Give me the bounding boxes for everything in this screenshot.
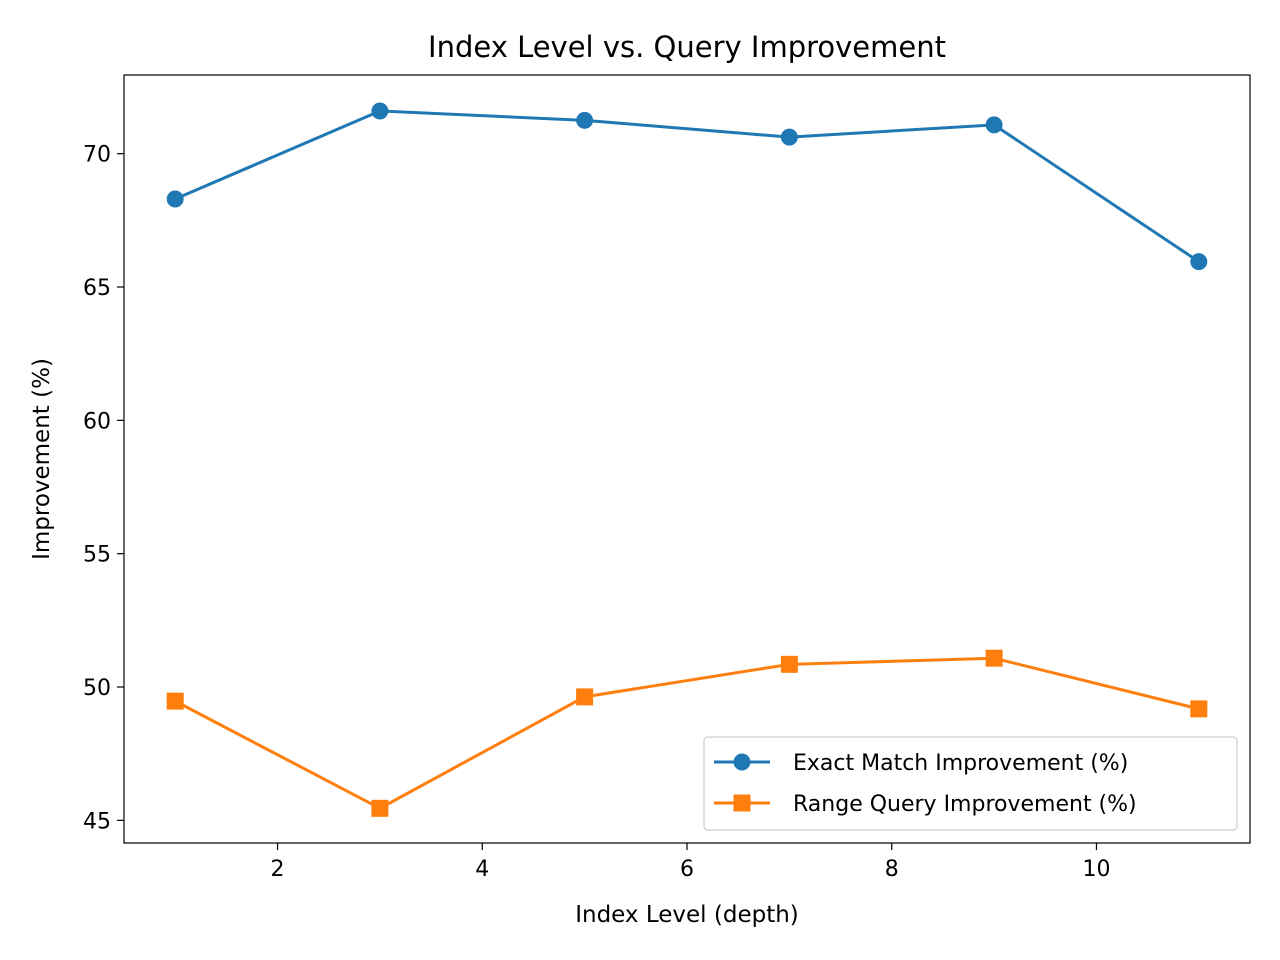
y-tick-label: 70	[83, 143, 111, 168]
legend-marker	[733, 753, 751, 771]
y-tick-label: 60	[83, 409, 111, 434]
chart-title: Index Level vs. Query Improvement	[428, 30, 946, 64]
data-point	[985, 649, 1003, 667]
legend: Exact Match Improvement (%) Range Query I…	[703, 736, 1238, 831]
data-point	[1190, 253, 1208, 271]
data-point	[1190, 700, 1208, 718]
y-tick-label: 45	[83, 809, 111, 834]
plot-area: 2 4 6 8 10 45 50 55 60 65 70	[83, 74, 1251, 882]
y-tick-label: 50	[83, 676, 111, 701]
x-axis-label: Index Level (depth)	[575, 902, 799, 928]
series-line	[174, 656, 1200, 811]
data-point	[780, 128, 798, 146]
legend-item: Exact Match Improvement (%)	[714, 751, 1128, 776]
x-tick-label: 10	[1082, 857, 1110, 882]
legend-label: Exact Match Improvement (%)	[793, 751, 1128, 776]
data-point	[371, 799, 389, 817]
data-point	[985, 116, 1003, 134]
series-2	[166, 649, 1208, 817]
y-tick-label: 65	[83, 276, 111, 301]
data-point	[780, 655, 798, 673]
series-1	[166, 102, 1208, 271]
y-tick-label: 55	[83, 543, 111, 568]
x-tick-label: 8	[885, 857, 899, 882]
series-line	[174, 109, 1200, 263]
legend-marker	[733, 794, 751, 812]
data-point	[166, 190, 184, 208]
legend-item: Range Query Improvement (%)	[714, 792, 1137, 817]
x-tick-label: 2	[271, 857, 285, 882]
y-axis-label: Improvement (%)	[29, 358, 55, 560]
data-point	[166, 692, 184, 710]
legend-frame	[703, 736, 1238, 831]
data-point	[371, 102, 389, 120]
x-tick-label: 4	[475, 857, 489, 882]
legend-label: Range Query Improvement (%)	[793, 792, 1137, 817]
x-tick-label: 6	[680, 857, 694, 882]
data-point	[576, 111, 594, 129]
axes-frame	[123, 74, 1251, 844]
data-point	[576, 688, 594, 706]
